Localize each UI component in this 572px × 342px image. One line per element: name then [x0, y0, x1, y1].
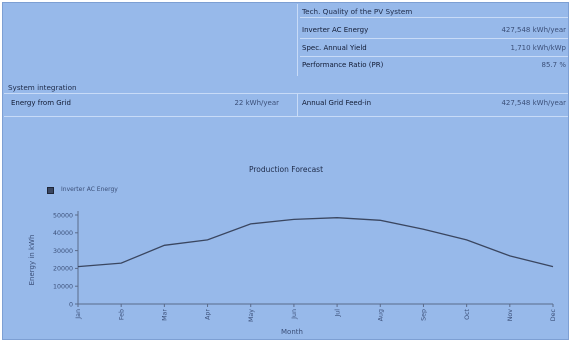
- tech-quality-title-rule: [300, 17, 568, 18]
- x-tick-label: Oct: [464, 308, 471, 319]
- chart-title: Production Forecast: [248, 165, 324, 174]
- row-divider: [300, 56, 568, 57]
- y-tick-label: 20000: [53, 266, 73, 273]
- performance-ratio-value: 85.7 %: [541, 61, 566, 69]
- x-tick-label: Aug: [377, 309, 384, 321]
- series-line-inverter-ac-energy: [77, 217, 554, 268]
- y-axis-label: Energy in kWh: [28, 235, 36, 286]
- annual-grid-feed-in-value: 427,548 kWh/year: [501, 99, 566, 107]
- y-tick-label: 40000: [53, 230, 73, 237]
- energy-from-grid-value: 22 kWh/year: [234, 99, 279, 107]
- pv-report-panel: [2, 2, 569, 340]
- x-tick-label: Nov: [507, 309, 514, 322]
- y-tick-label: 10000: [53, 284, 73, 291]
- system-integration-title: System integration: [8, 83, 77, 92]
- performance-ratio-label: Performance Ratio (PR): [302, 61, 384, 69]
- energy-from-grid-label: Energy from Grid: [11, 99, 71, 107]
- x-tick-label: Jan: [75, 309, 82, 320]
- system-integration-divider: [297, 94, 298, 116]
- x-tick-label: Feb: [118, 309, 125, 320]
- x-axis-label: Month: [281, 328, 303, 336]
- x-tick-label: Apr: [205, 309, 212, 320]
- spec-annual-yield-value: 1,710 kWh/kWp: [510, 44, 566, 52]
- x-tick-label: Sep: [421, 309, 428, 321]
- legend-label: Inverter AC Energy: [61, 186, 118, 193]
- spec-annual-yield-label: Spec. Annual Yield: [302, 44, 367, 52]
- system-integration-title-rule: [4, 93, 568, 94]
- system-integration-bottom-rule: [4, 116, 568, 117]
- annual-grid-feed-in-label: Annual Grid Feed-in: [302, 99, 372, 107]
- inverter-ac-energy-label: Inverter AC Energy: [302, 26, 369, 34]
- legend-swatch: [47, 187, 54, 194]
- y-tick-label: 30000: [53, 248, 73, 255]
- tech-quality-divider: [297, 4, 298, 76]
- x-tick-label: May: [248, 309, 255, 322]
- x-tick-label: Jul: [334, 309, 341, 318]
- x-tick-label: Dec: [550, 308, 557, 321]
- row-divider: [300, 38, 568, 39]
- tech-quality-title: Tech. Quality of the PV System: [302, 7, 413, 16]
- x-tick-label: Jun: [291, 309, 298, 320]
- x-tick-label: Mar: [162, 309, 169, 321]
- y-tick-label: 0: [69, 301, 73, 308]
- inverter-ac-energy-value: 427,548 kWh/year: [501, 26, 566, 34]
- y-tick-label: 50000: [53, 212, 73, 219]
